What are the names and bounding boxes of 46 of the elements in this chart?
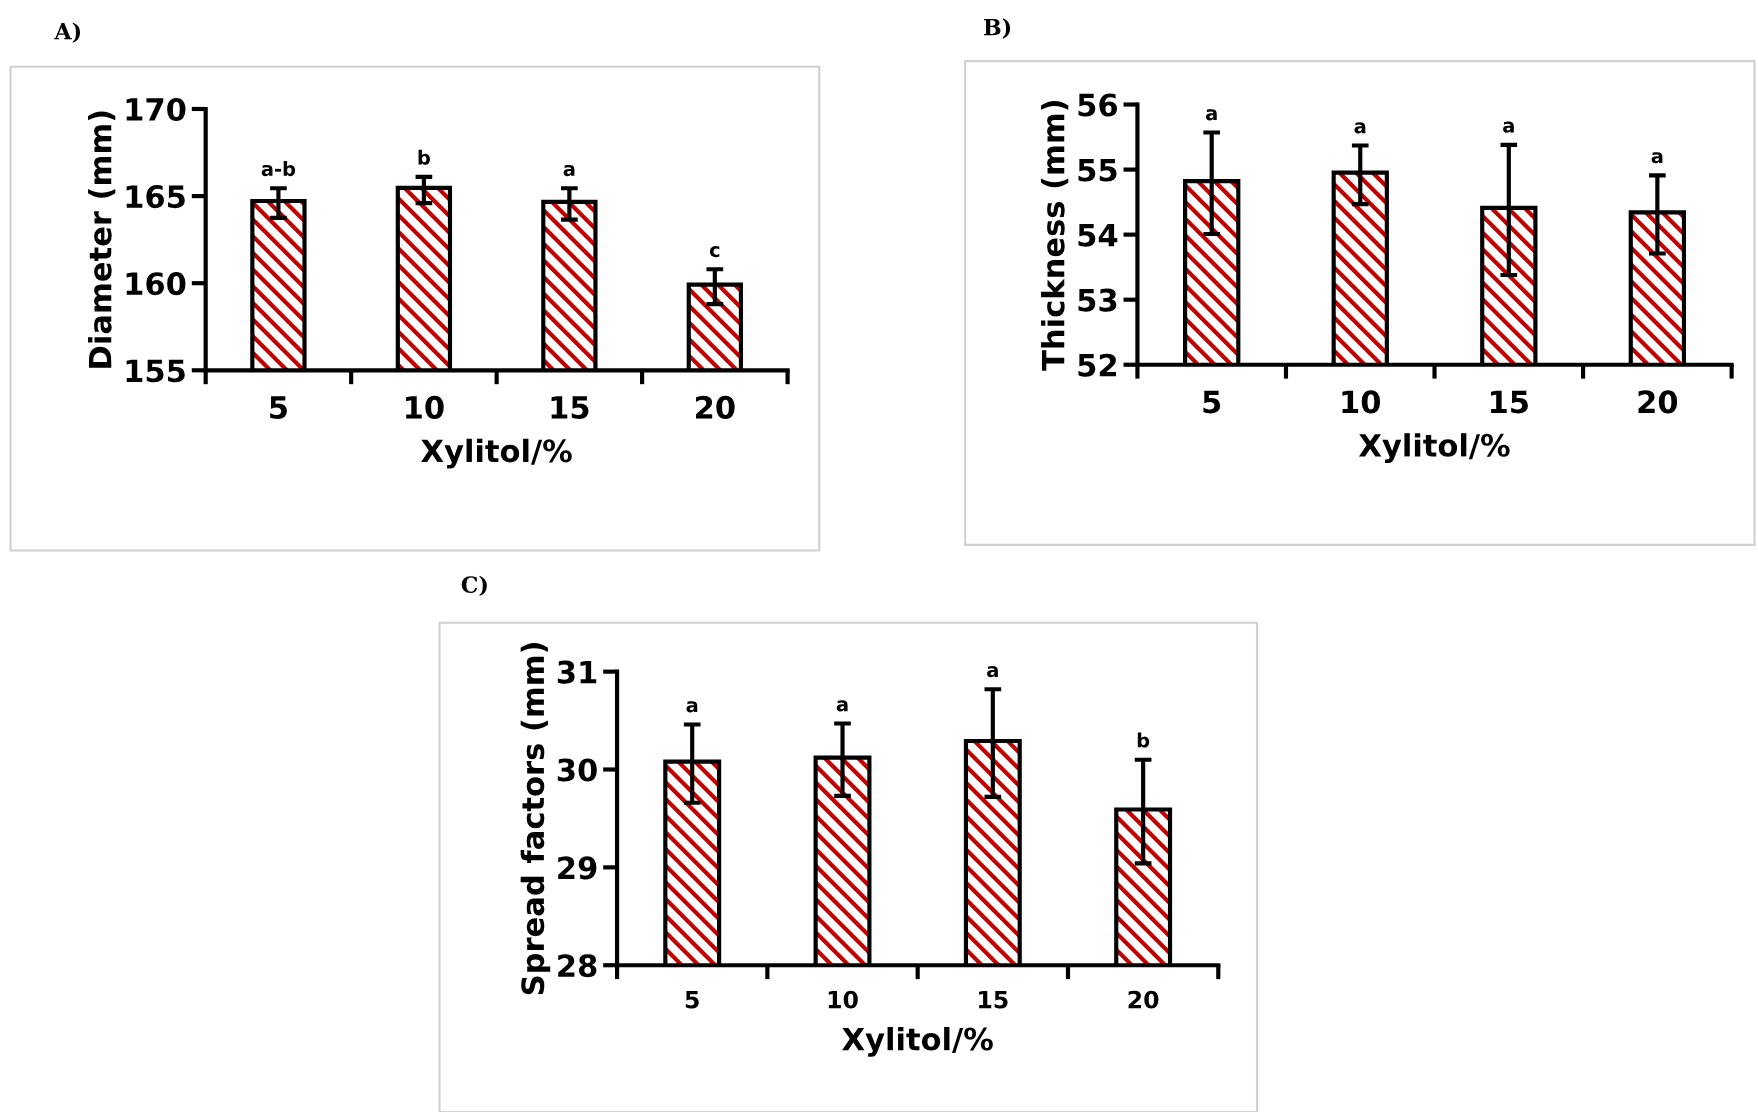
x-tick-label: 5 (1203, 390, 1221, 414)
y-tick-label: 31 (557, 660, 597, 684)
y-axis-title: Spread factors (mm) (520, 643, 551, 995)
annotation: a (1205, 109, 1217, 121)
y-tick-label: 52 (1078, 353, 1117, 377)
x-tick-label: 10 (1342, 390, 1381, 414)
x-tick-label: 10 (828, 990, 858, 1009)
annotation: b (418, 149, 430, 165)
x-axis-title: Xylitol/% (842, 1026, 993, 1057)
x-tick-label: 5 (270, 396, 287, 419)
y-tick-label: 56 (1078, 93, 1118, 117)
y-tick-label: 54 (1078, 223, 1118, 247)
x-tick-label: 20 (1638, 390, 1678, 414)
annotation: a (987, 666, 998, 678)
annotation: a (1503, 121, 1514, 133)
annotation: a-b (261, 161, 296, 177)
y-tick-label: 29 (558, 856, 597, 880)
y-tick-label: 55 (1078, 158, 1117, 182)
annotation: a (836, 700, 848, 712)
y-axis-title: Diameter (mm) (88, 111, 116, 368)
annotation: a (563, 164, 575, 177)
chart-title: B) (983, 18, 1011, 39)
chart-title: A) (54, 22, 81, 43)
annotation: a (1354, 122, 1366, 134)
y-tick-label: 53 (1078, 288, 1117, 312)
x-tick-label: 5 (685, 990, 699, 1009)
x-tick-label: 10 (406, 395, 444, 419)
x-tick-label: 15 (1490, 390, 1528, 414)
y-tick-label: 160 (126, 272, 186, 296)
x-tick-label: 15 (979, 990, 1008, 1009)
x-tick-label: 20 (696, 395, 735, 419)
y-tick-label: 170 (126, 97, 186, 122)
y-tick-label: 165 (126, 185, 185, 209)
annotation: a (1651, 152, 1663, 164)
annotation: c (709, 245, 720, 258)
x-axis-title: Xylitol/% (1358, 433, 1510, 464)
annotation: b (1137, 732, 1150, 748)
y-tick-label: 28 (558, 954, 597, 978)
y-tick-label: 155 (126, 359, 185, 383)
x-axis-title: Xylitol/% (421, 438, 572, 469)
y-axis-title: Thickness (mm) (1041, 100, 1069, 371)
chart-title: C) (461, 575, 487, 597)
x-tick-label: 15 (551, 396, 589, 419)
y-tick-label: 30 (557, 758, 597, 782)
annotation: a (686, 701, 698, 713)
x-tick-label: 20 (1128, 990, 1159, 1009)
